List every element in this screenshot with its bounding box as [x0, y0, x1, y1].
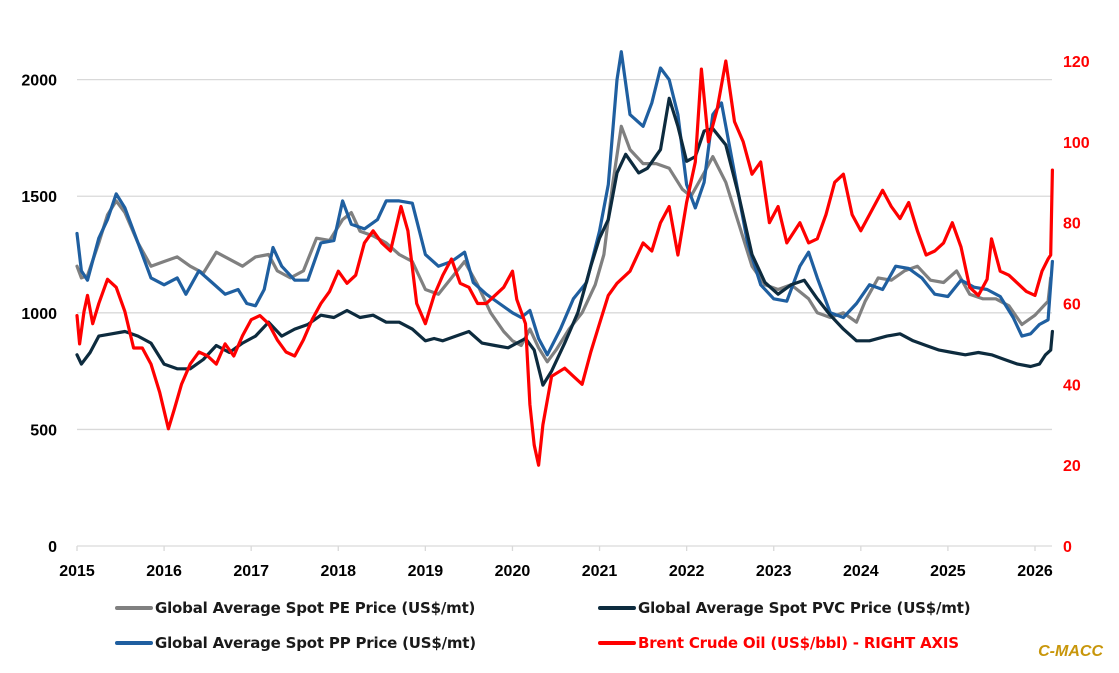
y2-tick-label: 120 — [1063, 54, 1090, 71]
y2-tick-label: 100 — [1063, 135, 1090, 152]
y-tick-label: 1500 — [21, 189, 57, 206]
legend-item-pvc[interactable]: Global Average Spot PVC Price (US$/mt) — [598, 599, 971, 617]
legend-swatch-pe — [115, 606, 153, 610]
x-tick-label: 2020 — [495, 563, 531, 580]
legend-label-pe: Global Average Spot PE Price (US$/mt) — [155, 599, 476, 617]
y-tick-label: 500 — [30, 422, 57, 439]
gridlines — [77, 79, 1052, 431]
y2-tick-label: 80 — [1063, 216, 1081, 233]
x-tick-label: 2015 — [59, 563, 95, 580]
x-tick-label: 2026 — [1017, 563, 1053, 580]
x-tick-label: 2024 — [843, 563, 879, 580]
y-tick-label: 2000 — [21, 73, 57, 90]
legend-item-pp[interactable]: Global Average Spot PP Price (US$/mt) — [115, 634, 476, 652]
x-tick-label: 2022 — [669, 563, 705, 580]
x-tick-label: 2016 — [146, 563, 182, 580]
left-axis-ticks: 0 500 1000 1500 2000 — [21, 73, 57, 556]
x-tick-label: 2021 — [582, 563, 618, 580]
legend-item-pe[interactable]: Global Average Spot PE Price (US$/mt) — [115, 599, 475, 617]
brand-watermark: C-MACC — [1038, 643, 1103, 660]
y-tick-label: 1000 — [21, 306, 57, 323]
legend-label-pp: Global Average Spot PP Price (US$/mt) — [155, 634, 476, 652]
x-tick-label: 2023 — [756, 563, 792, 580]
x-axis: 2015 2016 2017 2018 2019 2020 2021 2022 2023 2024… — [59, 545, 1053, 580]
legend-item-brent[interactable]: Brent Crude Oil (US$/bbl) - RIGHT AXIS — [598, 634, 959, 652]
series-lines — [75, 50, 1054, 467]
legend-swatch-pp — [115, 641, 153, 645]
legend-label-pvc: Global Average Spot PVC Price (US$/mt) — [638, 599, 971, 617]
y-tick-label: 0 — [48, 539, 57, 556]
pp-series-line — [75, 50, 1054, 357]
x-tick-label: 2019 — [408, 563, 444, 580]
x-tick-label: 2017 — [233, 563, 269, 580]
legend-swatch-brent — [598, 641, 636, 645]
x-tick-label: 2025 — [930, 563, 966, 580]
brent-series-line — [75, 59, 1054, 467]
legend-label-brent: Brent Crude Oil (US$/bbl) - RIGHT AXIS — [638, 634, 959, 652]
legend-swatch-pvc — [598, 606, 636, 610]
y2-tick-label: 60 — [1063, 297, 1081, 314]
y2-tick-label: 0 — [1063, 539, 1072, 556]
y2-tick-label: 40 — [1063, 377, 1081, 394]
y2-tick-label: 20 — [1063, 458, 1081, 475]
x-tick-label: 2018 — [320, 563, 356, 580]
right-axis-ticks: 0 20 40 60 80 100 120 — [1063, 54, 1090, 556]
pe-series-line — [75, 124, 1053, 364]
pvc-series-line — [75, 96, 1054, 387]
